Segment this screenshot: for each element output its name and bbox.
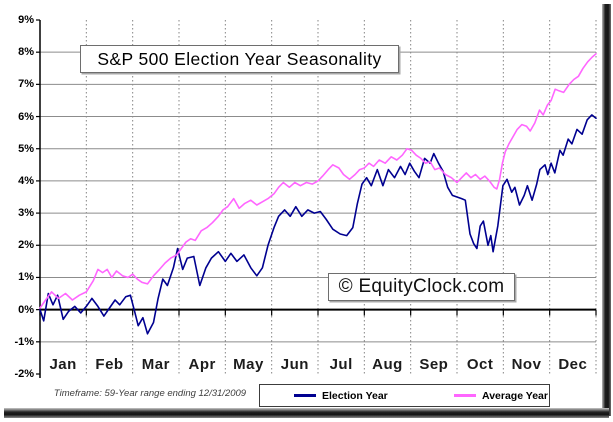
- month-label-dec: Dec: [558, 356, 588, 373]
- legend-label: Average Year: [482, 389, 548, 402]
- month-label-nov: Nov: [511, 356, 542, 373]
- legend-entry-election-year: Election Year: [294, 385, 388, 406]
- y-tick-label: 5%: [18, 142, 34, 155]
- frame-shadow-bottom: [4, 408, 609, 418]
- legend: Election Year Average Year: [259, 384, 550, 407]
- legend-line-swatch: [294, 394, 316, 397]
- month-label-aug: Aug: [372, 356, 403, 373]
- month-label-feb: Feb: [95, 356, 124, 373]
- month-label-jun: Jun: [280, 356, 309, 373]
- frame-shadow-right: [602, 4, 611, 416]
- series-line-average-year: [39, 52, 597, 309]
- y-tick-label: 0%: [18, 303, 34, 316]
- month-label-oct: Oct: [466, 356, 494, 373]
- month-label-mar: Mar: [141, 356, 170, 373]
- month-label-jan: Jan: [49, 356, 77, 373]
- y-tick-label: 2%: [18, 239, 34, 252]
- legend-line-swatch: [454, 394, 476, 397]
- month-label-apr: Apr: [188, 356, 216, 373]
- y-tick-label: 7%: [18, 78, 34, 91]
- legend-label: Election Year: [322, 389, 388, 402]
- y-tick-label: 8%: [18, 46, 34, 59]
- month-label-sep: Sep: [419, 356, 449, 373]
- chart-title: S&P 500 Election Year Seasonality: [97, 48, 382, 69]
- month-label-may: May: [233, 356, 264, 373]
- y-tick-label: -2%: [14, 368, 34, 380]
- legend-entry-average-year: Average Year: [454, 385, 548, 406]
- y-tick-label: 1%: [18, 271, 34, 284]
- watermark-text: © EquityClock.com: [338, 276, 505, 297]
- month-label-jul: Jul: [329, 356, 353, 373]
- y-tick-label: 4%: [18, 174, 34, 187]
- timeframe-note: Timeframe: 59-Year range ending 12/31/20…: [53, 388, 247, 399]
- y-tick-label: 3%: [18, 207, 34, 220]
- y-tick-label: 6%: [18, 110, 34, 123]
- y-tick-label: 9%: [18, 14, 34, 26]
- series-line-election-year: [39, 114, 597, 335]
- y-tick-label: -1%: [14, 335, 34, 348]
- chart-title-box: S&P 500 Election Year Seasonality: [80, 45, 399, 73]
- watermark-box: © EquityClock.com: [328, 273, 515, 301]
